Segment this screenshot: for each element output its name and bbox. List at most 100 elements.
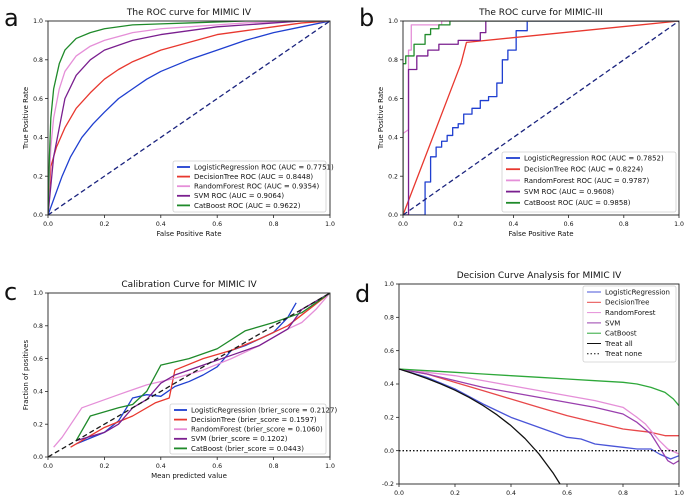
y-tick-label: 0.0: [384, 448, 394, 455]
x-tick-label: 0.0: [398, 221, 408, 228]
panel-a: a The ROC curve for MIMIC IV 0.0 0.2 0.4 0.6 0…: [4, 4, 335, 238]
series-line-randomforest-roc: [48, 21, 330, 215]
y-axis-label: True Positive Rate: [22, 87, 30, 150]
series-line-svm: [76, 293, 330, 442]
legend-label: SVM: [605, 319, 620, 327]
series-line-svm-roc: [48, 21, 330, 215]
legend-label: DecisionTree: [605, 299, 649, 307]
y-tick-label: 0.2: [33, 421, 43, 428]
series-line-decisiontree: [399, 368, 679, 437]
x-axis-label: False Positive Rate: [508, 230, 573, 238]
plot-frame: [402, 20, 680, 216]
panel-letter: d: [355, 280, 370, 308]
y-tick-label: 0.4: [384, 381, 394, 388]
series-line-treat-all: [399, 368, 561, 484]
y-tick-label: 1.0: [384, 281, 394, 288]
legend-label: DecisionTree ROC (AUC = 0.8448): [194, 173, 313, 181]
series-line-catboost: [399, 368, 679, 407]
y-axis-label: Fraction of positives: [22, 340, 30, 411]
panel-c: c Calibration Curve for MIMIC IV 0.0 0.2 0.4…: [4, 278, 337, 480]
x-tick-label: 1.0: [325, 463, 335, 470]
legend-label: CatBoost: [605, 330, 637, 338]
series-line-svm: [399, 368, 679, 465]
plot-frame: [47, 20, 331, 216]
series-line-logisticregression-roc: [403, 21, 679, 215]
series-line-logisticregression-roc: [48, 21, 330, 215]
legend-label: LogisticRegression: [605, 288, 670, 296]
series-line-logisticregression: [399, 368, 679, 460]
y-tick-label: 0.8: [33, 323, 43, 330]
y-tick-label: 0.6: [33, 356, 43, 363]
chart-title: Calibration Curve for MIMIC IV: [121, 280, 257, 290]
y-tick-label: 0.0: [33, 212, 43, 219]
legend-label: SVM ROC (AUC = 0.9608): [524, 188, 614, 196]
x-tick-label: 0.2: [453, 221, 463, 228]
x-tick-label: 0.4: [156, 463, 166, 470]
plot-frame: [398, 283, 680, 485]
x-tick-label: 0.4: [156, 221, 166, 228]
series-group: [48, 293, 330, 457]
x-tick-label: 1.0: [674, 221, 684, 228]
y-tick-label: 0.2: [384, 415, 394, 422]
x-tick-label: 0.8: [269, 463, 279, 470]
y-tick-label: 0.4: [33, 389, 43, 396]
x-tick-label: 0.2: [450, 490, 460, 497]
series-line-svm-roc: [403, 21, 679, 215]
series-line-randomforest-roc: [403, 21, 679, 215]
chart-title: Decision Curve Analysis for MIMIC IV: [457, 271, 622, 281]
series-line-catboost-roc: [403, 21, 679, 215]
legend-box: [172, 160, 327, 213]
y-tick-label: 1.0: [388, 18, 398, 25]
y-tick-label: 0.0: [388, 212, 398, 219]
series-group: [399, 368, 679, 484]
panel-letter: b: [359, 4, 374, 32]
series-line-randomforest: [53, 293, 330, 448]
x-tick-label: 0.0: [43, 463, 53, 470]
series-line-decisiontree-roc: [48, 21, 330, 215]
legend-label: Treat all: [604, 340, 633, 348]
legend-box: [501, 151, 677, 213]
legend-label: SVM ROC (AUC = 0.9064): [194, 192, 284, 200]
legend-label: RandomForest: [605, 309, 656, 317]
y-tick-label: -0.2: [382, 481, 394, 488]
panel-d: d Decision Curve Analysis for MIMIC IV 0.0…: [355, 271, 684, 497]
legend-label: CatBoost (brier_score = 0.0443): [191, 445, 304, 453]
legend-label: CatBoost ROC (AUC = 0.9858): [524, 199, 631, 207]
y-tick-label: 0.6: [388, 96, 398, 103]
chart-title: The ROC curve for MIMIC-III: [478, 8, 603, 18]
legend-label: RandomForest (brier_score = 0.1060): [191, 426, 323, 434]
panel-letter: c: [4, 278, 17, 306]
series-line-decisiontree: [70, 293, 330, 448]
x-tick-label: 1.0: [325, 221, 335, 228]
x-tick-label: 0.6: [212, 221, 222, 228]
x-tick-label: 0.6: [562, 490, 572, 497]
legend-label: Treat none: [604, 350, 642, 358]
series-line-randomforest: [399, 368, 679, 455]
x-tick-label: 0.2: [99, 221, 109, 228]
x-axis-label: Mean predicted value: [151, 472, 227, 480]
plot-frame: [47, 292, 331, 458]
legend-label: LogisticRegression ROC (AUC = 0.7852): [524, 154, 664, 162]
y-tick-label: 0.8: [384, 315, 394, 322]
series-line-catboost-roc: [48, 21, 330, 215]
y-tick-label: 0.8: [33, 57, 43, 64]
legend-box: [169, 403, 327, 455]
y-tick-label: 1.0: [33, 18, 43, 25]
x-tick-label: 0.8: [269, 221, 279, 228]
y-tick-label: 1.0: [33, 290, 43, 297]
x-tick-label: 0.2: [99, 463, 109, 470]
y-axis-label: True Positive Rate: [377, 87, 385, 150]
series-line-chance: [403, 21, 679, 215]
y-tick-label: 0.8: [388, 57, 398, 64]
y-tick-label: 0.4: [33, 135, 43, 142]
x-axis-label: False Positive Rate: [156, 230, 221, 238]
y-tick-label: 0.6: [33, 96, 43, 103]
series-line-catboost: [75, 293, 330, 441]
legend-label: LogisticRegression ROC (AUC = 0.7751): [194, 163, 334, 171]
legend-label: DecisionTree ROC (AUC = 0.8224): [524, 166, 643, 174]
x-tick-label: 0.6: [212, 463, 222, 470]
legend-box: [582, 285, 677, 363]
series-group: [403, 21, 679, 215]
panel-letter: a: [4, 4, 19, 32]
